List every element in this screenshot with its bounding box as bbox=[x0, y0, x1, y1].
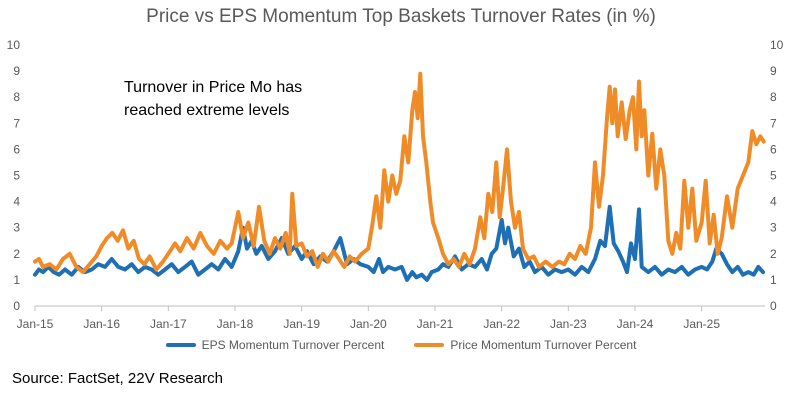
x-tick-label: Jan-21 bbox=[417, 317, 454, 331]
y-axis-right: 0 1 2 3 4 5 6 7 8 9 10 bbox=[770, 38, 784, 313]
y-tick-label-left: 0 bbox=[13, 299, 20, 313]
y-tick-label-left: 5 bbox=[13, 169, 20, 183]
y-tick-label-left: 8 bbox=[13, 90, 20, 104]
series-lines bbox=[33, 71, 766, 282]
y-tick-label-right: 1 bbox=[770, 273, 777, 287]
legend-label-eps: EPS Momentum Turnover Percent bbox=[201, 338, 385, 352]
y-tick-label-left: 10 bbox=[7, 38, 21, 52]
y-tick-label-left: 1 bbox=[13, 273, 20, 287]
x-tick-label: Jan-15 bbox=[17, 317, 54, 331]
x-axis: Jan-15 Jan-16 Jan-17 Jan-18 Jan-19 Jan-20 Jan-… bbox=[17, 306, 720, 331]
y-tick-label-left: 2 bbox=[13, 247, 20, 261]
x-tick-label: Jan-23 bbox=[550, 317, 587, 331]
y-tick-label-left: 3 bbox=[13, 221, 20, 235]
y-tick-label-left: 6 bbox=[13, 142, 20, 156]
x-tick-label: Jan-18 bbox=[217, 317, 254, 331]
y-tick-label-right: 0 bbox=[770, 299, 777, 313]
legend-label-price: Price Momentum Turnover Percent bbox=[450, 338, 637, 352]
y-tick-label-right: 5 bbox=[770, 169, 777, 183]
legend-swatch-eps bbox=[165, 343, 196, 347]
x-tick-label: Jan-22 bbox=[483, 317, 520, 331]
x-tick-label: Jan-19 bbox=[283, 317, 320, 331]
chart-title: Price vs EPS Momentum Top Baskets Turnov… bbox=[146, 6, 656, 27]
y-tick-label-right: 7 bbox=[770, 116, 777, 130]
y-tick-label-left: 7 bbox=[13, 116, 20, 130]
series-line-price bbox=[33, 71, 766, 275]
legend: EPS Momentum Turnover Percent Price Mome… bbox=[0, 338, 802, 352]
legend-item-eps: EPS Momentum Turnover Percent bbox=[165, 338, 385, 352]
x-tick-label: Jan-24 bbox=[617, 317, 654, 331]
y-tick-label-left: 9 bbox=[13, 64, 20, 78]
annotation-line-2: reached extreme levels bbox=[124, 102, 290, 119]
chart-annotation: Turnover in Price Mo has reached extreme… bbox=[124, 76, 354, 122]
y-tick-label-right: 6 bbox=[770, 142, 777, 156]
y-tick-label-right: 2 bbox=[770, 247, 777, 261]
y-tick-label-right: 10 bbox=[770, 38, 784, 52]
y-axis-left: 0 1 2 3 4 5 6 7 8 9 10 bbox=[7, 38, 21, 313]
series-line-eps bbox=[33, 204, 765, 282]
y-tick-label-right: 3 bbox=[770, 221, 777, 235]
y-tick-label-right: 4 bbox=[770, 195, 777, 209]
source-note: Source: FactSet, 22V Research bbox=[12, 370, 223, 387]
y-tick-label-right: 9 bbox=[770, 64, 777, 78]
legend-swatch-price bbox=[414, 343, 445, 347]
y-tick-label-left: 4 bbox=[13, 195, 20, 209]
y-tick-label-right: 8 bbox=[770, 90, 777, 104]
annotation-line-1: Turnover in Price Mo has bbox=[124, 79, 303, 96]
legend-item-price: Price Momentum Turnover Percent bbox=[414, 338, 636, 352]
x-tick-label: Jan-25 bbox=[683, 317, 720, 331]
x-tick-label: Jan-17 bbox=[150, 317, 187, 331]
x-tick-label: Jan-16 bbox=[83, 317, 120, 331]
x-tick-label: Jan-20 bbox=[350, 317, 387, 331]
